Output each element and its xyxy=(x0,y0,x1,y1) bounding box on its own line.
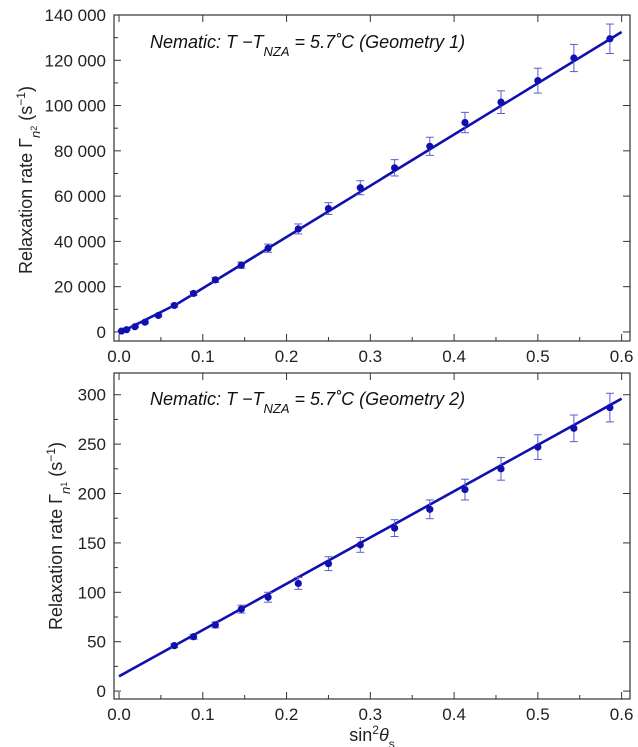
y-axis-label-top: Relaxation rate Γn2(s−1) xyxy=(14,86,43,274)
data-point xyxy=(356,541,364,549)
data-point xyxy=(391,524,399,532)
x-tick-label: 0.0 xyxy=(107,347,131,366)
panel-geometry-2: 0.0 0.1 0.2 0.3 0.4 0.5 0.6050100150200250300 … xyxy=(44,372,634,747)
data-point xyxy=(294,579,302,588)
x-tick-label: 0.6 xyxy=(610,347,634,366)
ticks-top: 0.0 0.1 0.2 0.3 0.4 0.5 0.6 0 20 000 40 000 60 000… xyxy=(45,6,634,366)
x-tick-label: 0.2 xyxy=(275,347,299,366)
annotation-bottom: Nematic: T −TNZA = 5.7˚C (Geometry 2) xyxy=(150,389,465,416)
data-point xyxy=(189,633,198,641)
data-point xyxy=(211,276,219,284)
y-tick-label: 40 000 xyxy=(54,232,106,251)
y-tick-label: 50 xyxy=(87,633,106,652)
x-tick-label: 0.0 xyxy=(107,705,131,724)
y-tick-label: 300 xyxy=(78,386,106,405)
y-tick-label: 140 000 xyxy=(45,6,106,25)
data-point xyxy=(570,424,578,432)
data-point xyxy=(170,642,178,650)
data-point xyxy=(154,311,162,320)
y-tick-label: 0 xyxy=(97,323,106,342)
data-point xyxy=(264,244,272,252)
y-tick-label: 200 xyxy=(78,485,106,504)
fit-line xyxy=(118,30,623,335)
x-tick-label: 0.2 xyxy=(275,705,299,724)
x-tick-label: 0.3 xyxy=(359,705,383,724)
y-tick-label: 100 000 xyxy=(45,97,106,116)
data-point xyxy=(534,77,542,85)
y-tick-label: 0 xyxy=(97,682,106,701)
data-point xyxy=(170,301,178,310)
annotation-top: Nematic: T −TNZA = 5.7˚C (Geometry 1) xyxy=(150,32,465,59)
data-point xyxy=(426,142,434,150)
y-tick-label: 150 xyxy=(78,534,106,553)
panel-geometry-1: 0.0 0.1 0.2 0.3 0.4 0.5 0.6 0 20 000 40 000 60 000… xyxy=(14,6,633,366)
x-tick-label: 0.6 xyxy=(610,705,634,724)
x-tick-label: 0.3 xyxy=(359,347,383,366)
data-point xyxy=(324,204,333,213)
data-point xyxy=(131,323,139,331)
y-tick-label: 60 000 xyxy=(54,187,106,206)
data-point xyxy=(391,164,399,172)
x-tick-label: 0.1 xyxy=(191,347,215,366)
x-tick-label: 0.1 xyxy=(191,705,215,724)
data-point xyxy=(497,465,505,473)
data-point xyxy=(534,443,542,451)
data-point xyxy=(211,621,219,629)
data-point xyxy=(497,98,505,106)
plot-frame-bottom xyxy=(113,372,631,700)
y-tick-label: 120 000 xyxy=(45,51,106,70)
data-point xyxy=(324,560,333,568)
data-point xyxy=(461,485,469,494)
y-axis-label-bottom: Relaxation rate Γn1(s−1) xyxy=(44,442,73,630)
data-point xyxy=(606,403,614,412)
data-point xyxy=(356,184,364,192)
data-point xyxy=(461,118,469,127)
data-point xyxy=(141,318,149,326)
data-point xyxy=(264,593,272,601)
x-tick-label: 0.5 xyxy=(526,705,550,724)
data-point xyxy=(237,261,245,269)
ticks-bottom: 0.0 0.1 0.2 0.3 0.4 0.5 0.6 0 50 100 150 200 250 300 xyxy=(78,373,634,724)
y-tick-label: 250 xyxy=(78,435,106,454)
marks-bottom xyxy=(118,392,623,678)
marks-top xyxy=(117,23,623,335)
x-tick-label: 0.4 xyxy=(442,705,466,724)
data-point xyxy=(426,505,434,513)
data-point xyxy=(606,35,614,43)
data-point xyxy=(122,326,131,334)
data-point xyxy=(570,54,578,62)
data-point xyxy=(294,225,302,233)
x-tick-label: 0.4 xyxy=(442,347,466,366)
y-tick-label: 80 000 xyxy=(54,142,106,161)
x-axis-label: sin2θs xyxy=(349,723,394,747)
data-point xyxy=(189,289,198,298)
x-tick-label: 0.5 xyxy=(526,347,550,366)
data-point xyxy=(237,605,245,613)
plot-frame-top xyxy=(113,14,631,342)
y-tick-label: 20 000 xyxy=(54,278,106,297)
y-tick-label: 100 xyxy=(78,583,106,602)
